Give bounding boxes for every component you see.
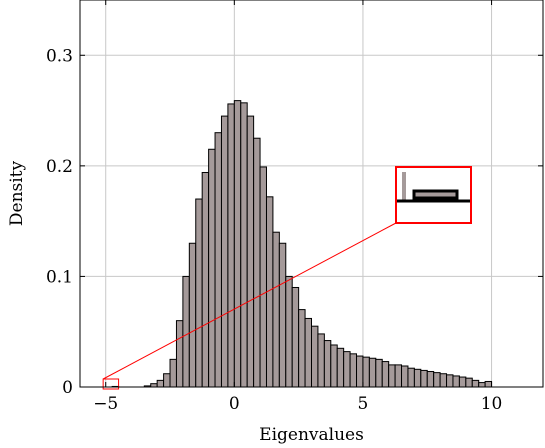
histogram-bar [227,103,235,388]
histogram-bar [188,242,197,388]
histogram-bar [478,382,486,388]
x-tick-label: 5 [358,394,369,414]
zoom-source-box [102,378,120,390]
histogram-bar [278,242,287,388]
plot-frame [79,0,544,388]
histogram-bar [426,371,435,388]
histogram-bar [471,379,480,388]
histogram-bar [356,355,364,388]
histogram-bar [420,369,428,388]
histogram-bar [220,115,229,388]
histogram-bar [330,344,338,388]
zoom-inset-frame [395,166,472,224]
histogram-bar [285,275,293,388]
histogram-bar [401,365,409,388]
histogram-bar [156,379,165,388]
axis-ticks: −5 0 5 10 0 0.1 0.2 0.3 [46,0,543,414]
histogram-bar [272,231,280,388]
histogram-bar [163,373,171,388]
y-tick-label: 0.2 [46,157,73,177]
histogram-bar [182,275,190,388]
histogram-bar [214,132,222,388]
histogram-bar [175,320,184,388]
x-tick-label: 0 [229,394,240,414]
histogram-bar [407,367,415,388]
histogram-bar [458,376,467,388]
histogram-bar [311,325,319,388]
y-tick-label: 0.3 [46,46,73,66]
histogram-bar [465,377,473,388]
histogram-bar [394,364,403,388]
histogram-bar [439,373,448,388]
histogram-bar [362,356,370,388]
histogram-bar [201,171,210,388]
histogram-bar [233,100,242,388]
histogram-bar [349,353,358,388]
zoom-bar-segment [412,189,459,200]
histogram-bar [336,347,345,388]
histogram-bar [291,286,300,388]
x-tick-label: 10 [481,394,503,414]
histogram-bar [304,317,313,388]
histogram-bar [253,137,261,388]
histogram-bar [446,374,454,388]
histogram-bar [323,340,332,388]
histogram-bar [433,372,441,388]
y-axis-label: Density [7,160,27,226]
zoom-gridline-segment [402,172,406,200]
zoom-connector-line [102,222,397,380]
histogram-bar [368,357,377,388]
zoom-inset [102,166,472,390]
histogram-bar [375,358,383,388]
histogram-bar [452,375,460,388]
x-tick-label: −5 [93,394,118,414]
histogram-bar [343,351,351,388]
histogram-bar [246,115,255,388]
histogram-bar [240,102,248,388]
histogram-bar [259,166,267,388]
histogram-bar [298,309,306,388]
y-tick-label: 0 [62,378,73,398]
histogram-bar [484,380,493,388]
histogram-bar [208,148,216,388]
histogram-bar [413,368,422,388]
histogram-bar [195,198,203,388]
histogram-bar [381,361,390,388]
y-tick-label: 0.1 [46,267,73,287]
histogram-bar [317,333,325,388]
histogram-bar [388,364,396,388]
histogram-bar [169,358,177,388]
x-axis-label: Eigenvalues [259,425,364,445]
